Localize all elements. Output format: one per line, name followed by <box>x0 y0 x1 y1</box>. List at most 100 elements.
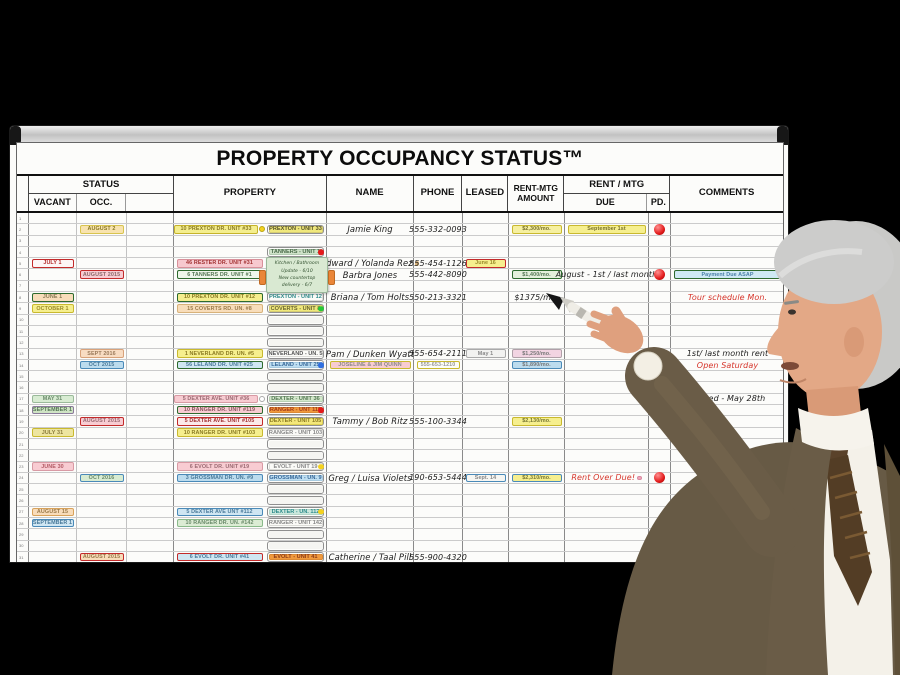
phone-number: 555-654-2111 <box>409 349 467 359</box>
prop-cell <box>174 326 265 336</box>
rent-due-handwritten: Rent Over Due! <box>571 473 636 483</box>
leased-cell <box>463 292 509 303</box>
num-cell: 29 <box>17 529 29 540</box>
due-cell <box>565 280 649 292</box>
leased-cell <box>463 325 509 337</box>
unit-card: LELAND - UNIT 25 <box>268 361 324 369</box>
empty-card-inner <box>268 327 323 335</box>
phone-cell <box>414 484 463 495</box>
pd-cell <box>649 337 671 348</box>
amount-cell <box>509 393 565 405</box>
amount-cell: $2,310/mo. <box>509 472 565 484</box>
name-cell <box>327 371 414 382</box>
num-cell: 1 <box>17 213 29 224</box>
tenant-name: Briana / Tom Holts <box>330 292 410 303</box>
comment-cell <box>671 518 784 528</box>
occupancy-board: PROPERTY OCCUPANCY STATUS™ STATUS VACANT… <box>10 126 788 562</box>
vacant-date-tag: MAY 31 <box>31 394 74 404</box>
pd-cell <box>649 292 671 303</box>
pd-cell <box>649 518 671 529</box>
unit-card: NEVERLAND - UN. 5 <box>268 350 323 357</box>
comment-cell <box>671 428 784 438</box>
card-cell: DEXTER - UNIT 36 <box>265 393 327 405</box>
name-cell <box>327 495 414 506</box>
amount-cell <box>509 484 565 495</box>
due-cell <box>565 495 649 506</box>
due-cell <box>565 438 649 450</box>
vac-cell <box>29 213 77 224</box>
unit-card: PREXTON - UNIT 33 <box>268 226 323 233</box>
property-address-tag: 10 PREXTON DR. UNIT #12 <box>176 292 263 302</box>
phone-cell <box>414 450 463 461</box>
pd-cell <box>649 472 671 484</box>
prop-cell <box>174 450 265 460</box>
name-cell <box>327 213 414 224</box>
due-cell <box>565 450 649 461</box>
card-cell <box>265 314 327 325</box>
pd-cell <box>649 258 671 269</box>
amount-cell: $1375/mo. <box>509 292 565 303</box>
tenant-name: Tammy / Bob Ritz <box>332 416 408 427</box>
prop-cell <box>174 315 265 325</box>
prop-cell <box>174 236 265 246</box>
pd-cell <box>649 235 671 246</box>
rent-mtg-header: RENT / MTG <box>564 176 670 194</box>
extra-cell <box>127 529 174 540</box>
due-cell <box>565 337 649 348</box>
name-cell <box>327 529 414 540</box>
amount-cell <box>509 337 565 348</box>
name-cell <box>327 393 414 405</box>
leased-cell <box>463 382 509 393</box>
board-row: 14 OCT 2015 56 LELAND DR. UNIT #25 LELAND -… <box>17 359 784 372</box>
pd-cell <box>649 506 671 518</box>
extra-cell <box>127 359 174 371</box>
leased-cell <box>463 303 509 314</box>
amount-cell <box>509 325 565 337</box>
comment-cell: Open Saturday <box>671 360 784 370</box>
card-cell <box>265 495 327 506</box>
board-row: 25 <box>17 484 783 496</box>
property-address-tag: 10 RANGER DR. UNIT #103 <box>176 428 263 438</box>
occ-cell <box>77 405 127 416</box>
extra-cell <box>127 258 174 269</box>
leased-cell <box>463 213 509 224</box>
occ-cell <box>77 518 127 529</box>
card-cell <box>265 529 327 540</box>
pd-cell <box>649 450 671 461</box>
vac-cell <box>29 359 77 371</box>
phone-cell <box>414 213 463 224</box>
unit-card-dot <box>318 249 324 255</box>
card-cell: DEXTER - UN. 112 <box>265 506 327 518</box>
vac-cell <box>29 269 77 280</box>
amount-cell <box>509 382 565 393</box>
paid-dot-green <box>654 359 665 371</box>
name-cell: Edward / Yolanda Rez <box>321 258 420 269</box>
due-cell <box>565 314 649 325</box>
unit-card-holder: DEXTER - UNIT 105 <box>267 416 324 427</box>
amount-cell <box>509 258 565 269</box>
unit-card-holder: EVOLT - UNIT 41 <box>267 552 324 562</box>
due-cell <box>565 348 649 359</box>
leased-cell <box>463 450 509 461</box>
due-cell <box>565 292 649 303</box>
num-cell: 11 <box>17 325 29 337</box>
prop-cell: 5 DEXTER AVE. UNIT #105 <box>174 416 265 426</box>
occ-cell: AUGUST 2015 <box>77 269 127 280</box>
unit-card-dot <box>318 463 324 470</box>
name-cell: JOSELINE & JIM QUINN <box>327 359 414 371</box>
board-row: 17 MAY 31 5 DEXTER AVE. UNIT #36 DEXTER - U… <box>17 393 783 406</box>
leased-cell: May 1 <box>463 348 509 359</box>
amount-cell <box>509 314 565 325</box>
card-cell: GROSSMAN - UN. 9 <box>265 472 327 484</box>
board-row: 26 <box>17 495 783 507</box>
pd-cell <box>649 484 671 495</box>
face <box>778 264 882 400</box>
due-cell <box>565 518 649 529</box>
property-dot <box>259 226 265 233</box>
name-cell: Barbra Jones <box>327 269 414 280</box>
pd-cell <box>649 427 671 438</box>
amount-cell <box>509 450 565 461</box>
comment-cell <box>671 247 784 257</box>
num-cell: 4 <box>17 246 29 258</box>
